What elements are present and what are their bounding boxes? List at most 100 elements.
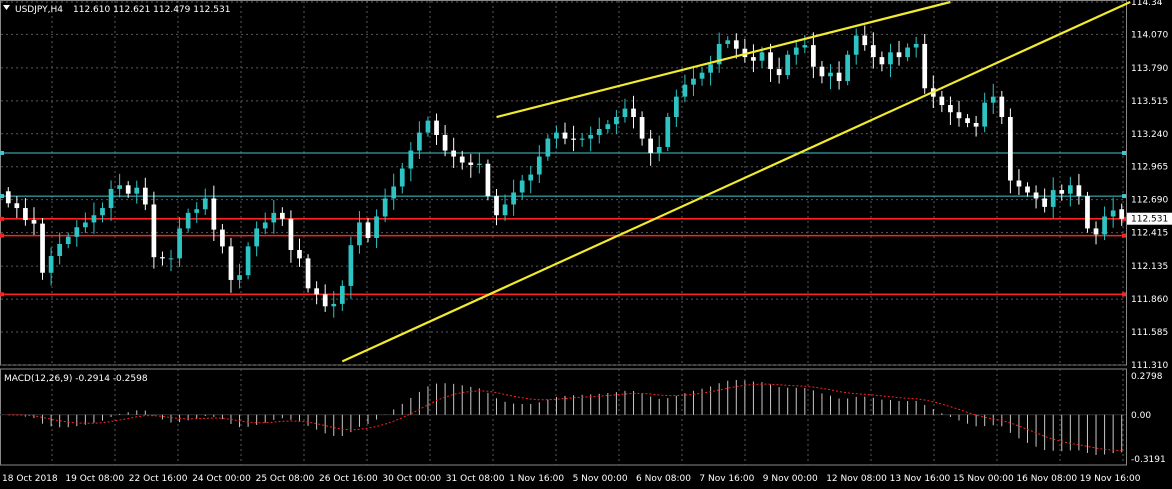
candle-body — [862, 35, 868, 46]
x-tick-label: 25 Oct 08:00 — [256, 474, 315, 484]
candle-body — [631, 108, 636, 118]
candle-body — [990, 96, 996, 103]
candle-body — [91, 215, 97, 223]
candle-body — [768, 52, 773, 70]
header-ohlc: 112.610 112.621 112.479 112.531 — [73, 5, 230, 15]
y-tick-label: 112.965 — [1131, 163, 1168, 173]
candle-body — [1067, 185, 1073, 194]
level-handle-left — [0, 194, 4, 199]
macd-label: MACD(12,26,9) -0.2914 -0.2598 — [4, 374, 148, 384]
candle-body — [665, 117, 671, 147]
candle-body — [639, 117, 645, 139]
candle-body — [322, 294, 328, 307]
candle-body — [716, 43, 722, 65]
macd-axis-label: 0.2798 — [1131, 372, 1163, 382]
candle-body — [83, 222, 88, 228]
candle-body — [5, 191, 11, 204]
candle-body — [314, 288, 319, 295]
candle-body — [673, 96, 679, 118]
candle-body — [519, 180, 525, 193]
candle-body — [759, 52, 765, 61]
candle-body — [262, 222, 268, 229]
candle-body — [125, 185, 131, 194]
x-tick-label: 19 Nov 16:00 — [1080, 474, 1141, 484]
x-tick-label: 16 Nov 08:00 — [1016, 474, 1077, 484]
candle-body — [1110, 210, 1116, 217]
candle-body — [459, 156, 465, 163]
y-tick-label: 112.135 — [1131, 262, 1168, 272]
trendline — [341, 0, 1131, 363]
candle-body — [134, 187, 140, 194]
trendline — [496, 0, 951, 119]
candle-body — [879, 57, 885, 65]
candle-body — [973, 123, 979, 127]
candle-body — [14, 203, 20, 209]
candle-body — [357, 222, 362, 246]
candle-body — [57, 244, 63, 256]
candle-body — [682, 84, 688, 97]
candle-body — [65, 236, 71, 244]
candle-body — [476, 163, 482, 165]
candle-body — [870, 45, 876, 58]
y-tick-label: 111.585 — [1131, 328, 1168, 338]
candle-body — [331, 303, 337, 307]
current-price-label: 112.531 — [1131, 215, 1168, 225]
candle-body — [374, 216, 379, 239]
candle-body — [845, 54, 850, 82]
candle-body — [1119, 209, 1125, 219]
candle-body — [776, 69, 782, 76]
candles — [5, 25, 1125, 318]
candle-body — [271, 212, 277, 223]
candle-body — [425, 120, 431, 133]
x-tick-label: 15 Nov 00:00 — [953, 474, 1014, 484]
candle-body — [793, 47, 799, 55]
header-symbol: USDJPY,H4 — [15, 5, 63, 15]
candle-body — [982, 102, 988, 127]
x-tick-label: 19 Oct 08:00 — [65, 474, 124, 484]
x-tick-label: 13 Nov 16:00 — [890, 474, 951, 484]
candle-body — [339, 285, 345, 304]
candle-body — [194, 209, 200, 213]
y-tick-label: 113.515 — [1131, 97, 1168, 107]
candle-body — [1093, 228, 1099, 235]
candle-body — [1008, 117, 1013, 181]
candle-body — [571, 138, 576, 140]
level-handle-left — [0, 233, 4, 238]
y-tick-label: 113.240 — [1131, 130, 1168, 140]
candle-body — [1033, 192, 1039, 199]
candle-body — [48, 255, 54, 273]
candle-body — [288, 218, 294, 250]
candle-body — [1102, 216, 1107, 235]
candle-body — [74, 227, 80, 237]
candle-body — [305, 258, 311, 289]
candle-body — [554, 132, 559, 139]
y-tick-label: 111.310 — [1131, 361, 1168, 371]
candle-body — [1042, 198, 1047, 207]
candle-body — [1085, 196, 1090, 229]
x-tick-label: 5 Nov 00:00 — [573, 474, 628, 484]
candle-body — [733, 40, 739, 49]
level-handle-left — [0, 292, 4, 297]
candle-body — [23, 208, 28, 221]
y-tick-label: 114.070 — [1131, 30, 1168, 40]
candle-body — [913, 43, 919, 48]
candle-body — [528, 174, 534, 181]
candle-body — [399, 168, 405, 187]
candle-body — [31, 220, 37, 224]
candle-body — [280, 212, 285, 219]
candle-body — [494, 196, 499, 216]
candle-body — [108, 188, 114, 209]
trendlines[interactable] — [341, 0, 1131, 363]
candle-body — [254, 228, 260, 247]
candle-body — [151, 204, 157, 258]
macd-axis-label: 0.00 — [1131, 411, 1151, 421]
candle-body — [168, 258, 174, 260]
candle-body — [742, 48, 748, 58]
menu-triangle-icon[interactable] — [3, 5, 10, 10]
candle-body — [177, 228, 182, 259]
candle-body — [348, 245, 354, 286]
current-price-tag — [1127, 212, 1172, 225]
macd-frame — [0, 368, 1127, 466]
candle-body — [382, 198, 388, 217]
